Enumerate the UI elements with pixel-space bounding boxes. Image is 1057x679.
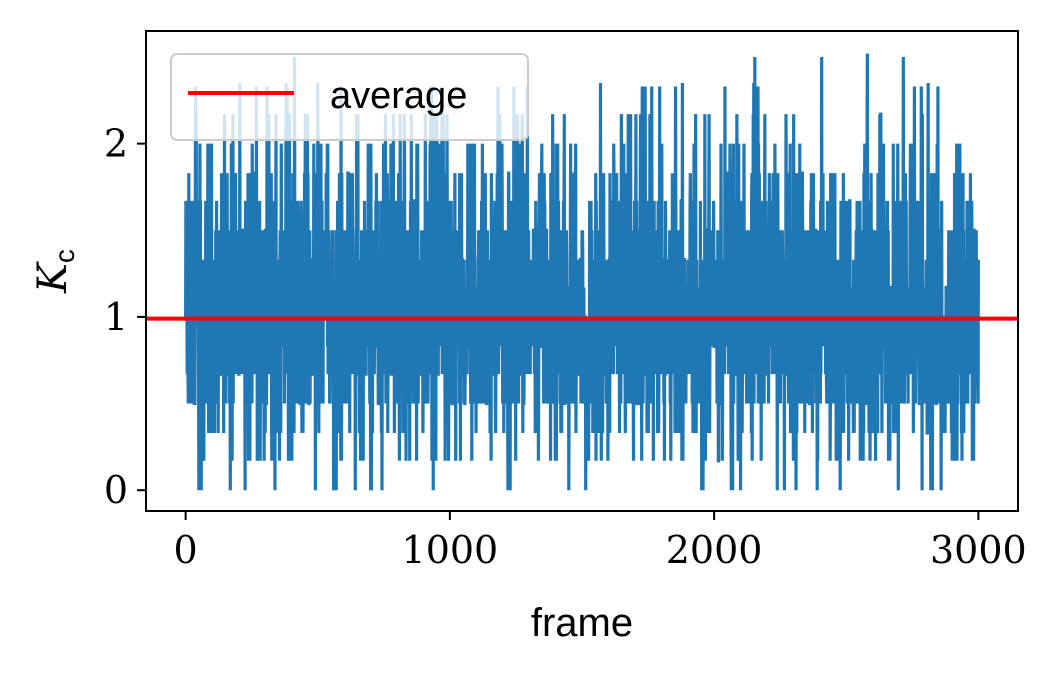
legend-box: [170, 53, 529, 141]
x-tick-label: 3000: [930, 528, 1027, 572]
x-axis-label: frame: [531, 601, 633, 645]
y-tick-label: 2: [104, 122, 128, 166]
y-tick-label: 0: [104, 468, 128, 512]
x-tick-label: 2000: [666, 528, 763, 572]
legend: average: [170, 53, 529, 141]
x-axis: 0 1000 2000 3000: [174, 511, 1027, 572]
y-axis-label-main: K: [30, 261, 76, 294]
y-tick-label: 1: [104, 295, 128, 339]
y-axis-label-subscript: c: [49, 249, 80, 263]
x-tick-label: 1000: [402, 528, 499, 572]
y-axis: 0 1 2: [104, 122, 146, 512]
y-axis-label: Kc: [30, 249, 80, 294]
plot-frame: [145, 30, 1019, 512]
legend-label-average: average: [330, 75, 467, 117]
x-tick-label: 0: [174, 528, 198, 572]
